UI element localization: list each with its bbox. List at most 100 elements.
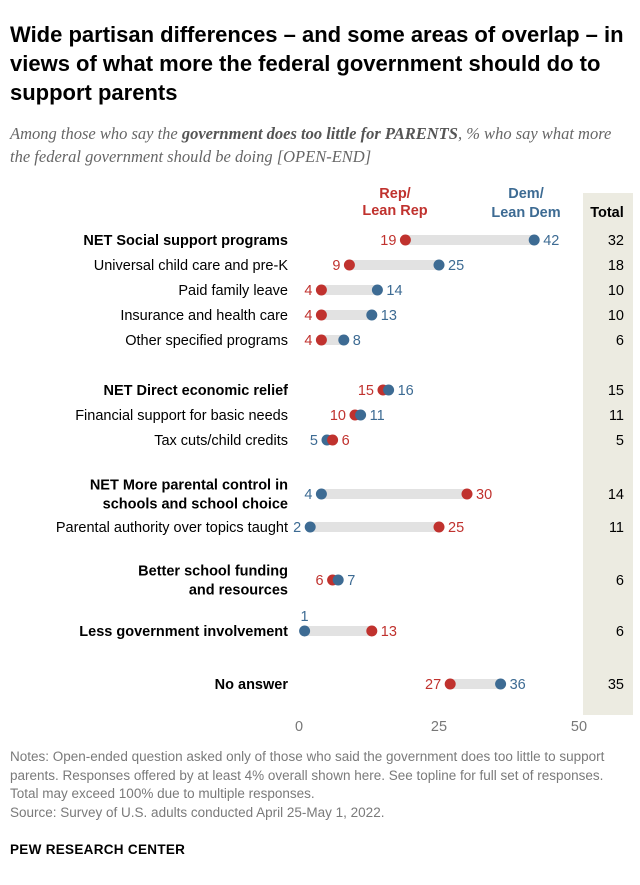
dem-dot (528, 234, 540, 246)
chart-row: Better school funding and resources 6 7 6 (138, 564, 624, 599)
rep-value-label: 4 (304, 333, 312, 349)
rep-dot (461, 488, 473, 500)
total-value: 11 (609, 520, 624, 536)
total-value: 6 (616, 624, 624, 640)
dem-value-label: 5 (310, 433, 318, 449)
chart-row: NET Social support programs 19 42 32 (83, 233, 624, 249)
dem-dot (433, 259, 445, 271)
row-label: No answer (215, 677, 289, 693)
rep-value-label: 15 (358, 383, 374, 399)
row-label: Financial support for basic needs (75, 408, 288, 424)
row-label: Paid family leave (178, 283, 288, 299)
dem-value-label: 7 (347, 573, 355, 589)
chart-row: Financial support for basic needs 10 11 11 (75, 408, 624, 424)
dem-value-label: 8 (353, 333, 361, 349)
total-value: 14 (608, 487, 624, 503)
rep-dot (315, 309, 327, 321)
row-label: and resources (189, 583, 288, 599)
dem-dot (495, 678, 507, 690)
chart-row: NET Direct economic relief 15 16 15 (103, 383, 624, 399)
dem-value-label: 25 (448, 258, 464, 274)
dot-plot-chart: Rep/ Lean Rep Dem/ Lean Dem Total NET So… (56, 186, 633, 735)
rep-dot (315, 334, 327, 346)
legend-dem-label-line2: Lean Dem (491, 205, 560, 221)
range-bar (321, 310, 372, 320)
source-text: Source: Survey of U.S. adults conducted … (10, 804, 385, 820)
dem-value-label: 42 (543, 233, 559, 249)
row-label: Insurance and health care (120, 308, 288, 324)
legend-rep-label-line1: Rep/ (379, 186, 410, 202)
rep-value-label: 27 (425, 677, 441, 693)
rep-dot (399, 234, 411, 246)
notes-text: Notes: Open-ended question asked only of… (10, 749, 605, 801)
rep-value-label: 9 (332, 258, 340, 274)
rep-dot (366, 625, 378, 637)
legend-rep-label-line2: Lean Rep (362, 203, 427, 219)
chart-row: Tax cuts/child credits 6 5 5 (154, 433, 624, 449)
total-value: 11 (609, 408, 624, 424)
rep-value-label: 13 (381, 624, 397, 640)
row-label: Better school funding (138, 564, 288, 580)
rep-value-label: 30 (476, 487, 492, 503)
total-value: 32 (608, 233, 624, 249)
subtitle-suffix: , % who say what more the federal govern… (10, 124, 612, 166)
chart-notes: Notes: Open-ended question asked only of… (10, 748, 630, 822)
total-value: 10 (608, 283, 624, 299)
rep-value-label: 6 (316, 573, 324, 589)
row-label: Other specified programs (125, 333, 288, 349)
x-axis-tick-label: 50 (571, 719, 587, 735)
rep-dot (433, 521, 445, 533)
dem-dot (366, 309, 378, 321)
subtitle-prefix: Among those who say the (10, 124, 182, 143)
range-bar (310, 522, 439, 532)
range-bar (321, 489, 467, 499)
dem-dot (338, 334, 350, 346)
brand-logo-text: PEW RESEARCH CENTER (10, 842, 186, 857)
dem-dot (315, 488, 327, 500)
x-axis-tick-label: 0 (295, 719, 303, 735)
rep-value-label: 6 (342, 433, 350, 449)
dem-value-label: 2 (293, 520, 301, 536)
rep-value-label: 4 (304, 308, 312, 324)
dem-value-label: 14 (386, 283, 402, 299)
chart-row: Less government involvement 13 1 6 (79, 609, 624, 640)
chart-row: No answer 27 36 35 (215, 677, 624, 693)
dem-value-label: 11 (370, 408, 385, 424)
range-bar (304, 626, 372, 636)
total-value: 5 (616, 433, 624, 449)
range-bar (349, 260, 439, 270)
dem-dot (304, 521, 316, 533)
range-bar (321, 285, 378, 295)
row-label: NET More parental control in (90, 478, 288, 494)
chart-row: Universal child care and pre-K 9 25 18 (94, 258, 624, 274)
total-value: 6 (616, 333, 624, 349)
chart-row: Paid family leave 4 14 10 (178, 283, 624, 299)
x-axis-tick-label: 25 (431, 719, 447, 735)
total-value: 15 (608, 383, 624, 399)
legend-dem-label-line1: Dem/ (508, 186, 543, 202)
rep-dot (444, 678, 456, 690)
chart-row: NET More parental control in schools and … (90, 478, 624, 513)
row-label: NET Social support programs (83, 233, 288, 249)
total-column-header: Total (590, 205, 624, 221)
dem-dot (299, 625, 311, 637)
rep-dot (327, 434, 339, 446)
dem-value-label: 4 (304, 487, 312, 503)
subtitle-emphasis: government does too little for PARENTS (181, 124, 458, 143)
dem-dot (332, 574, 344, 586)
total-column-background (583, 193, 633, 715)
row-label: Tax cuts/child credits (154, 433, 288, 449)
range-bar (450, 679, 501, 689)
row-label: Universal child care and pre-K (94, 258, 289, 274)
row-label: schools and school choice (103, 497, 288, 513)
total-value: 35 (608, 677, 624, 693)
total-value: 18 (608, 258, 624, 274)
dem-dot (371, 284, 383, 296)
range-bar (405, 235, 535, 245)
row-label: NET Direct economic relief (103, 383, 288, 399)
chart-title: Wide partisan differences – and some are… (10, 22, 624, 105)
dem-value-label: 36 (510, 677, 526, 693)
rep-dot (343, 259, 355, 271)
dem-dot (383, 384, 395, 396)
row-label: Parental authority over topics taught (56, 520, 288, 536)
